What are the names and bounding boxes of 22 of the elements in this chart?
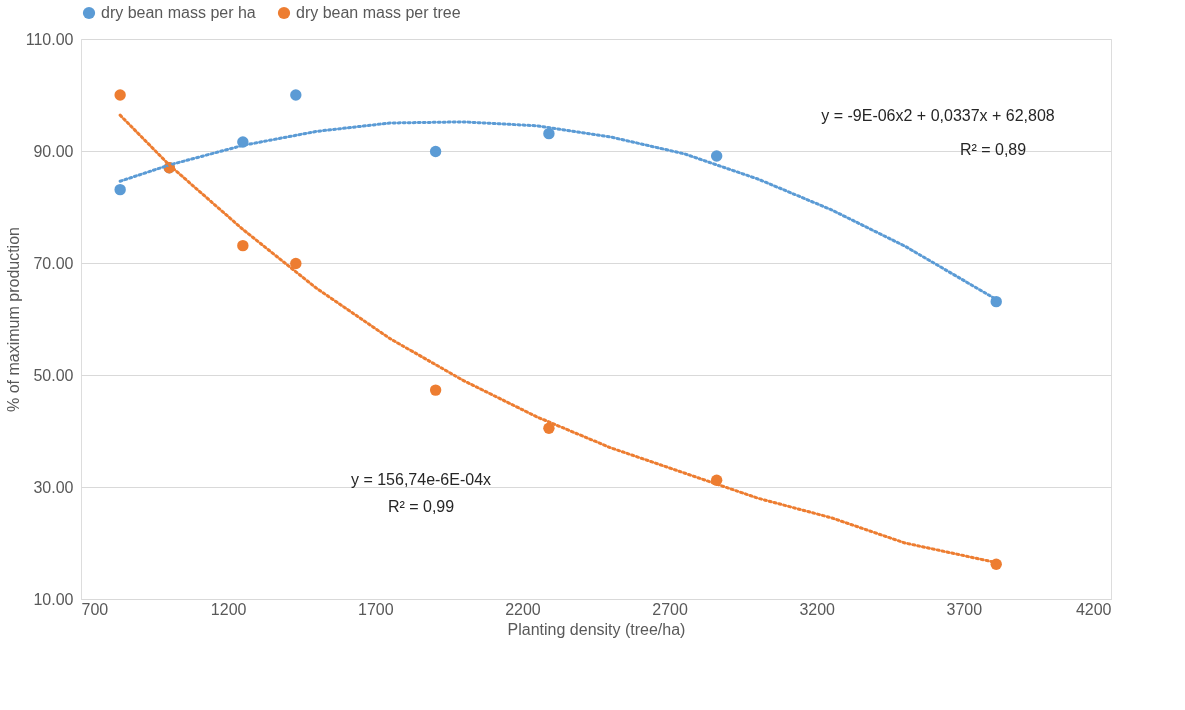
x-tick-label: 1200 <box>210 600 247 618</box>
x-tick-label: 1700 <box>357 600 394 618</box>
x-tick-label: 4200 <box>1075 600 1112 618</box>
y-tick-label: 50.00 <box>33 366 74 384</box>
legend-label: dry bean mass per tree <box>296 4 461 21</box>
x-axis-title: Planting density (tree/ha) <box>507 620 686 638</box>
x-tick-label: 2200 <box>505 600 541 618</box>
x-tick-label: 2700 <box>652 600 688 618</box>
y-tick-label: 70.00 <box>33 254 74 272</box>
y-tick-label: 30.00 <box>33 478 74 496</box>
y-axis-title: % of maximum production <box>4 227 22 412</box>
x-tick-label: 3700 <box>946 600 983 618</box>
y-tick-label: 10.00 <box>33 590 74 608</box>
annotation: y = 156,74e-6E-04x <box>350 471 492 488</box>
annotation: y = -9E-06x2 + 0,0337x + 62,808 <box>821 107 1055 124</box>
y-tick-label: 90.00 <box>33 142 74 160</box>
annotation: R² = 0,89 <box>959 141 1027 158</box>
legend-label: dry bean mass per ha <box>101 4 256 21</box>
y-tick-label: 110.00 <box>25 30 74 48</box>
x-tick-label: 3200 <box>799 600 836 618</box>
x-tick-label: 700 <box>81 600 109 618</box>
annotation: R² = 0,99 <box>387 498 455 515</box>
